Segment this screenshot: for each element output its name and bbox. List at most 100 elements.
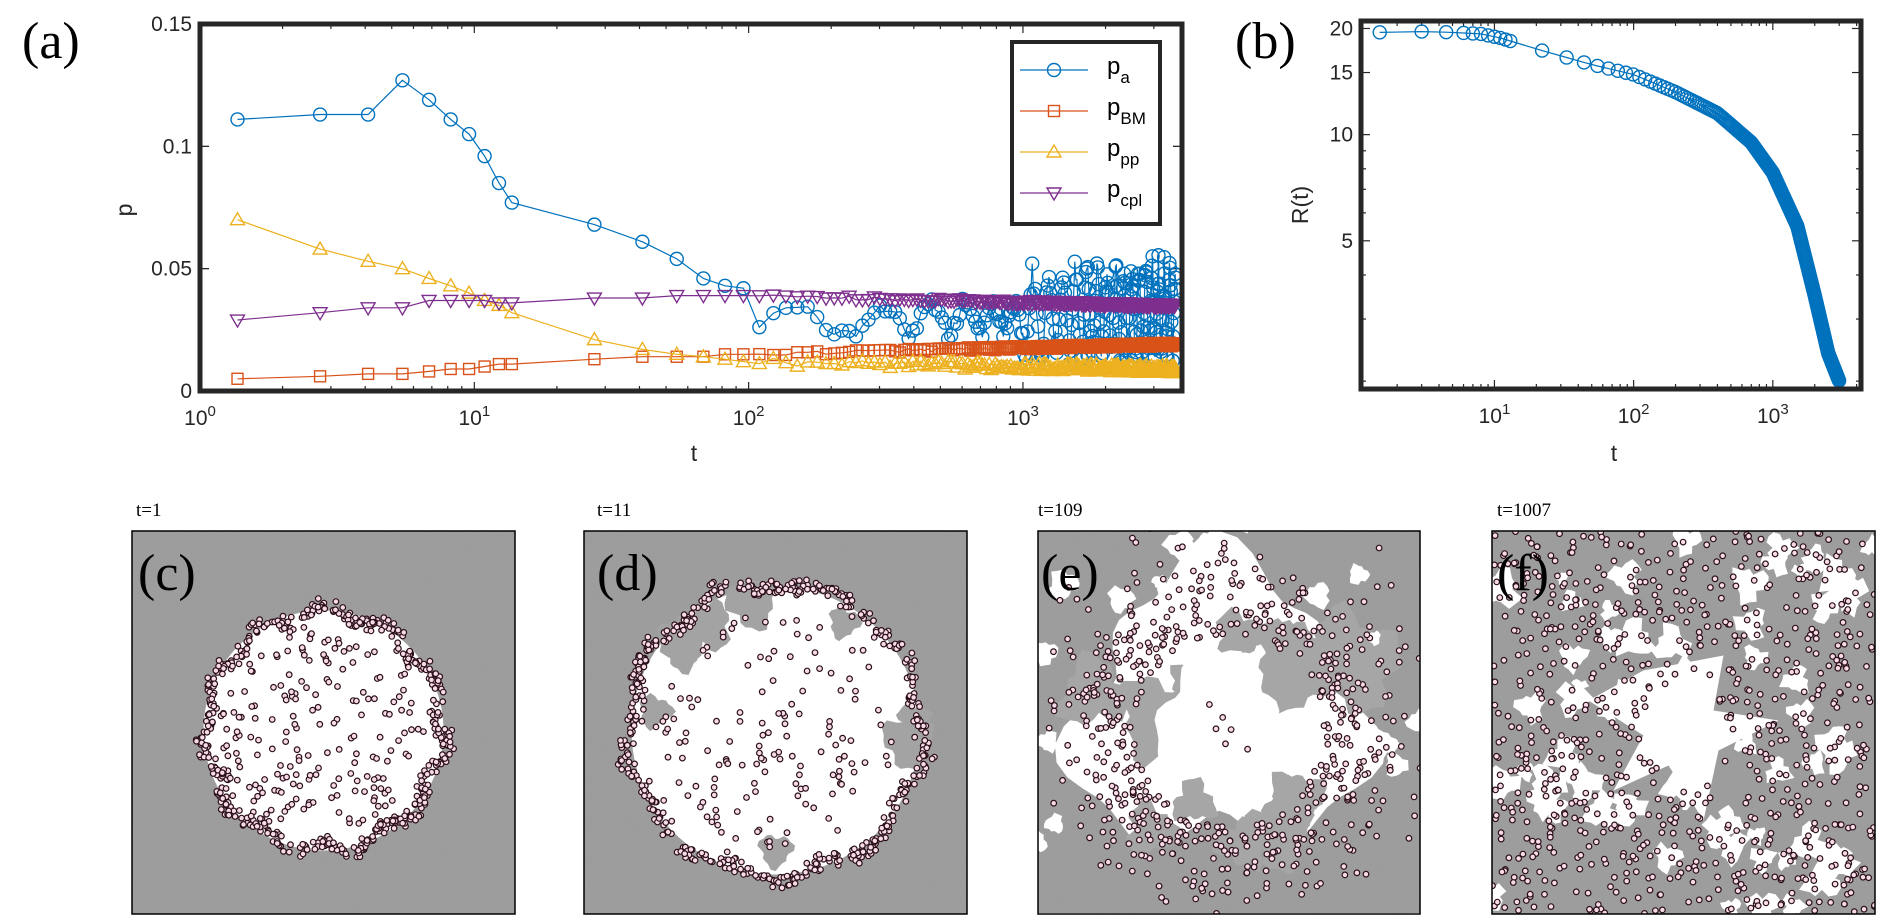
particle	[335, 809, 343, 816]
snapshot-d-time: t=11	[597, 500, 631, 521]
particle	[384, 786, 392, 794]
particle	[786, 653, 794, 661]
snapshot-f-time: t=1007	[1497, 500, 1551, 521]
chart-a-point-pp	[229, 211, 246, 226]
particle	[1074, 693, 1082, 701]
domain-blob	[1350, 563, 1371, 585]
particle	[1655, 812, 1663, 820]
chart-b-frame	[1358, 18, 1864, 392]
particle	[1804, 832, 1812, 840]
particle	[1359, 829, 1367, 837]
particle	[663, 627, 671, 635]
particle	[432, 758, 440, 766]
particle	[1093, 680, 1101, 688]
particle	[1623, 877, 1631, 885]
particle	[1571, 768, 1579, 776]
particle	[241, 688, 249, 695]
particle	[252, 781, 259, 789]
particle	[1175, 586, 1183, 594]
particle	[1831, 821, 1839, 828]
particle	[1142, 807, 1150, 815]
particle	[1100, 758, 1108, 766]
particle	[1256, 553, 1264, 561]
particle	[253, 822, 261, 830]
particle	[1659, 821, 1667, 829]
particle	[384, 616, 392, 624]
chart-a-point-a	[977, 315, 992, 330]
particle	[380, 829, 388, 837]
particle	[1307, 829, 1315, 837]
chart-a-point-cpl	[716, 289, 734, 304]
chart-a-point-pp	[1166, 359, 1182, 374]
particle	[847, 737, 855, 744]
particle	[335, 746, 343, 753]
particle	[1353, 722, 1361, 729]
particle	[1674, 873, 1682, 881]
particle	[1782, 771, 1790, 779]
particle	[1843, 538, 1850, 545]
particle	[1129, 663, 1137, 670]
particle	[707, 857, 714, 865]
chart-a-point-cpl	[840, 290, 858, 305]
particle	[670, 715, 678, 723]
particle	[1301, 881, 1309, 889]
chart-a-point-a	[1091, 276, 1106, 292]
particle	[766, 588, 773, 596]
domain-blob	[1821, 577, 1862, 618]
particle	[1696, 634, 1704, 642]
particle	[1230, 559, 1238, 567]
particle	[1527, 732, 1535, 740]
particle	[1796, 531, 1804, 537]
particle	[1295, 595, 1303, 603]
particle	[1179, 603, 1187, 611]
particle	[744, 864, 752, 872]
particle	[898, 640, 906, 648]
particle	[743, 794, 750, 801]
particle	[1367, 717, 1375, 725]
particle	[1855, 721, 1863, 729]
particle	[256, 815, 264, 822]
chart-a-point-BM	[801, 346, 814, 359]
particle	[655, 815, 663, 822]
particle	[1679, 575, 1687, 583]
particle	[1558, 732, 1565, 739]
particle	[1191, 837, 1199, 845]
particle	[716, 860, 724, 868]
particle	[1569, 538, 1577, 546]
particle	[1856, 630, 1864, 638]
particle	[1673, 587, 1680, 595]
particle	[394, 626, 402, 634]
particle	[839, 734, 846, 742]
particle	[1745, 532, 1752, 540]
particle	[408, 726, 415, 734]
particle	[1803, 763, 1811, 771]
particle	[235, 713, 243, 721]
snapshot-d-frame	[583, 530, 968, 915]
chart-a-point-a	[1116, 266, 1132, 281]
particle	[1577, 743, 1585, 751]
chart-a-ytick-label: 0	[180, 380, 192, 403]
particle	[1279, 629, 1287, 637]
particle	[1138, 766, 1146, 774]
particle	[1135, 657, 1143, 665]
particle	[1856, 683, 1864, 691]
particle	[1694, 791, 1702, 799]
particle	[1805, 798, 1812, 805]
particle	[1192, 612, 1200, 619]
particle	[281, 808, 289, 815]
particle	[296, 782, 304, 790]
particle	[1331, 705, 1339, 712]
particle	[1073, 595, 1081, 603]
particle	[1755, 775, 1763, 783]
particle	[1762, 560, 1769, 568]
particle	[1257, 602, 1265, 610]
particle	[1870, 591, 1875, 598]
particle	[1632, 587, 1640, 595]
particle	[439, 740, 447, 748]
particle	[378, 626, 386, 634]
chart-a-point-cpl	[476, 294, 493, 309]
particle	[1135, 836, 1143, 844]
particle	[652, 637, 660, 644]
particle	[1516, 677, 1524, 685]
particle	[836, 857, 844, 864]
